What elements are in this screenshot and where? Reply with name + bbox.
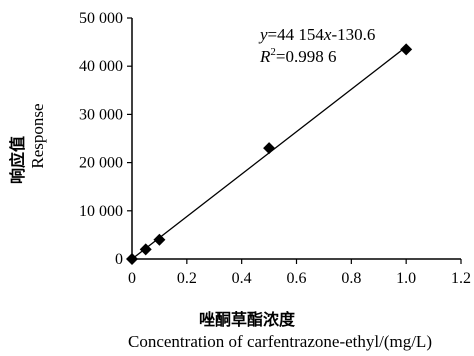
r-symbol: R (259, 47, 271, 66)
data-points (126, 43, 413, 265)
r-superscript: 2 (270, 46, 276, 58)
y-axis-title-en: Response (28, 103, 47, 168)
regression-equation: y=44 154x-130.6 (258, 25, 375, 44)
x-tick-label: 1.2 (451, 270, 471, 287)
data-point-marker (153, 233, 166, 246)
x-tick-label: 1.0 (396, 270, 416, 287)
eq-y-symbol: y (258, 25, 268, 44)
y-tick-label: 0 (115, 251, 123, 268)
y-tick-label: 10 000 (79, 203, 123, 220)
x-tick-label: 0.6 (287, 270, 307, 287)
eq-slope: =44 154 (268, 25, 325, 44)
y-tick-label: 30 000 (79, 106, 123, 123)
x-axis-title-cn: 唑酮草酯浓度 (199, 310, 296, 329)
y-tick-label: 50 000 (79, 10, 123, 27)
ticks: 0 10 000 20 000 30 000 40 000 50 000 0 0.2 0.4 0.… (79, 10, 471, 287)
y-tick-label: 20 000 (79, 155, 123, 172)
data-point-marker (139, 243, 152, 256)
r-value: =0.998 6 (276, 47, 337, 66)
r-squared: R2=0.998 6 (259, 46, 336, 66)
x-tick-label: 0.2 (177, 270, 197, 287)
x-axis-title-en: Concentration of carfentrazone-ethyl/(mg… (128, 332, 432, 351)
data-point-marker (263, 142, 276, 155)
eq-intercept: -130.6 (331, 25, 375, 44)
eq-x-symbol: x (323, 25, 332, 44)
data-point-marker (400, 43, 413, 56)
x-tick-label: 0.8 (341, 270, 361, 287)
x-tick-label: 0.4 (232, 270, 252, 287)
y-tick-label: 40 000 (79, 58, 123, 75)
y-axis-title-cn: 响应值 (8, 136, 27, 184)
data-point-marker (126, 253, 138, 265)
x-tick-label: 0 (128, 270, 136, 287)
